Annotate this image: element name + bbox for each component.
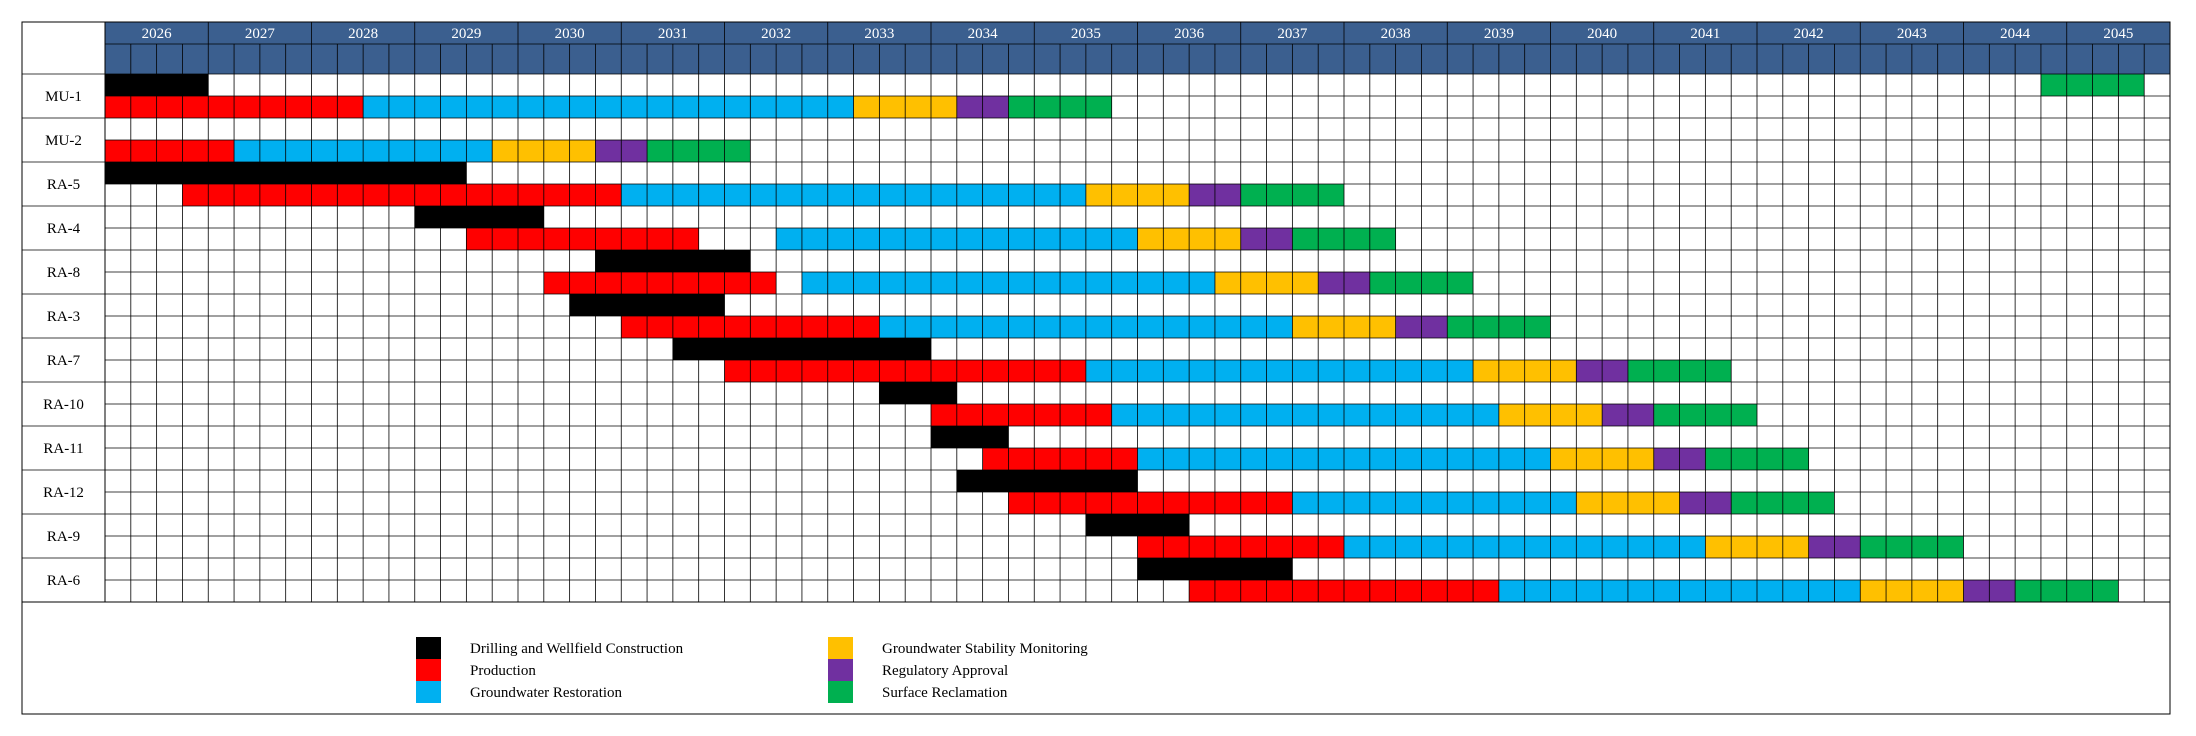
restoration-bar xyxy=(1292,492,1577,514)
year-label: 2043 xyxy=(1897,26,1927,42)
production-bar xyxy=(105,140,235,162)
year-label: 2026 xyxy=(142,26,173,42)
year-label: 2037 xyxy=(1277,26,1308,42)
restoration-legend-label: Groundwater Restoration xyxy=(470,685,623,701)
year-label: 2040 xyxy=(1587,26,1617,42)
year-label: 2038 xyxy=(1381,26,1411,42)
year-label: 2045 xyxy=(2103,26,2133,42)
restoration-bar xyxy=(1111,404,1499,426)
drilling-bar xyxy=(879,382,957,404)
year-label: 2034 xyxy=(968,26,999,42)
reclamation-legend-swatch xyxy=(828,681,853,703)
year-label: 2042 xyxy=(1794,26,1824,42)
drilling-bar xyxy=(931,426,1009,448)
unit-label: RA-3 xyxy=(47,309,80,325)
production-bar xyxy=(466,228,699,250)
year-label: 2044 xyxy=(2000,26,2031,42)
drilling-bar xyxy=(414,206,544,228)
drilling-legend-swatch xyxy=(416,637,441,659)
unit-label: RA-4 xyxy=(47,221,81,237)
drilling-bar xyxy=(956,470,1138,492)
unit-label: RA-7 xyxy=(47,353,81,369)
year-label: 2031 xyxy=(658,26,688,42)
unit-label: RA-6 xyxy=(47,573,81,589)
restoration-bar xyxy=(363,96,854,118)
production-legend-swatch xyxy=(416,659,441,681)
regulatory-legend-swatch xyxy=(828,659,853,681)
production-bar xyxy=(931,404,1112,426)
legend: Drilling and Wellfield Construction Produ… xyxy=(416,637,1088,703)
year-label: 2036 xyxy=(1174,26,1205,42)
year-label: 2035 xyxy=(1071,26,1101,42)
unit-label: RA-12 xyxy=(43,485,84,501)
unit-label: RA-5 xyxy=(47,177,80,193)
year-label: 2029 xyxy=(451,26,481,42)
unit-label: MU-2 xyxy=(45,133,82,149)
unit-label: RA-9 xyxy=(47,529,80,545)
year-label: 2041 xyxy=(1690,26,1720,42)
year-label: 2033 xyxy=(864,26,894,42)
year-label: 2032 xyxy=(761,26,791,42)
year-label: 2027 xyxy=(245,26,276,42)
unit-label: RA-10 xyxy=(43,397,84,413)
reclamation-legend-label: Surface Reclamation xyxy=(882,685,1008,701)
stability-legend-swatch xyxy=(828,637,853,659)
year-label: 2039 xyxy=(1484,26,1514,42)
restoration-bar xyxy=(1085,360,1474,382)
unit-label: RA-11 xyxy=(43,441,83,457)
production-bar xyxy=(1008,492,1293,514)
restoration-legend-swatch xyxy=(416,681,441,703)
production-bar xyxy=(182,184,622,206)
outer-border xyxy=(21,21,2171,715)
chart-frame xyxy=(21,21,2171,715)
unit-label: MU-1 xyxy=(45,89,82,105)
stability-legend-label: Groundwater Stability Monitoring xyxy=(882,641,1088,657)
year-label: 2030 xyxy=(555,26,585,42)
year-label: 2028 xyxy=(348,26,378,42)
drilling-legend-label: Drilling and Wellfield Construction xyxy=(470,641,684,657)
production-legend-label: Production xyxy=(470,663,536,679)
regulatory-legend-label: Regulatory Approval xyxy=(882,663,1008,679)
unit-labels: MU-1 MU-2 RA-5 RA-4 RA-8 RA-3 RA-7 RA-10 RA-11 RA… xyxy=(43,89,84,589)
production-bar xyxy=(543,272,777,294)
unit-label: RA-8 xyxy=(47,265,80,281)
